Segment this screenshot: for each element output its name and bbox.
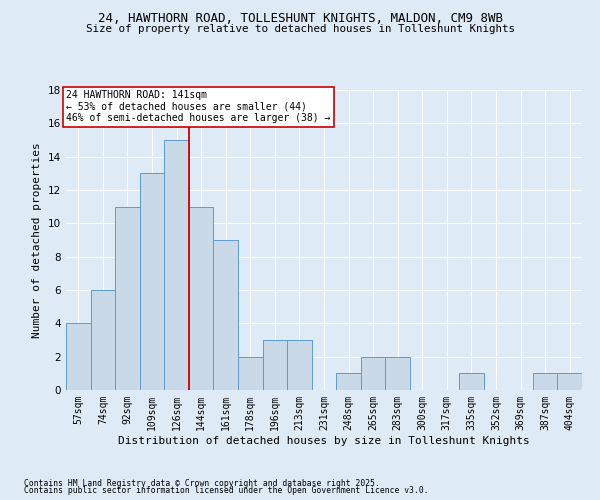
Bar (238, 356, 263, 390)
Bar (459, 374, 484, 390)
Bar (361, 356, 385, 390)
Bar (557, 374, 582, 390)
Text: Size of property relative to detached houses in Tolleshunt Knights: Size of property relative to detached ho… (86, 24, 515, 34)
Bar (189, 206, 214, 390)
Text: 24 HAWTHORN ROAD: 141sqm
← 53% of detached houses are smaller (44)
46% of semi-d: 24 HAWTHORN ROAD: 141sqm ← 53% of detach… (66, 90, 331, 123)
Bar (287, 340, 312, 390)
Bar (263, 340, 287, 390)
Bar (115, 206, 140, 390)
X-axis label: Distribution of detached houses by size in Tolleshunt Knights: Distribution of detached houses by size … (118, 436, 530, 446)
Text: Contains HM Land Registry data © Crown copyright and database right 2025.: Contains HM Land Registry data © Crown c… (24, 478, 380, 488)
Bar (66, 324, 91, 390)
Bar (214, 240, 238, 390)
Bar (164, 140, 189, 390)
Bar (385, 356, 410, 390)
Bar (140, 174, 164, 390)
Text: Contains public sector information licensed under the Open Government Licence v3: Contains public sector information licen… (24, 486, 428, 495)
Y-axis label: Number of detached properties: Number of detached properties (32, 142, 43, 338)
Bar (91, 290, 115, 390)
Bar (533, 374, 557, 390)
Bar (336, 374, 361, 390)
Text: 24, HAWTHORN ROAD, TOLLESHUNT KNIGHTS, MALDON, CM9 8WB: 24, HAWTHORN ROAD, TOLLESHUNT KNIGHTS, M… (97, 12, 503, 26)
